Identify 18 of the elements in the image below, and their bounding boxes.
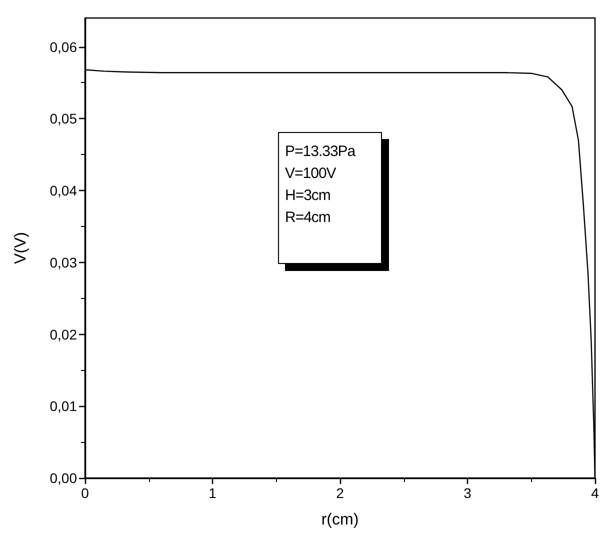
y-tick-label: 0,05 — [50, 110, 78, 127]
y-tick-label: 0,04 — [50, 182, 78, 198]
x-axis-title: r(cm) — [321, 512, 359, 528]
y-tick-label: 0,02 — [50, 326, 78, 342]
x-tick-label: 1 — [208, 485, 217, 501]
annotation: R=4cm — [285, 208, 332, 228]
y-axis-title: V(V) — [12, 232, 30, 264]
x-tick-label: 4 — [591, 485, 600, 501]
y-tick-label: 0,06 — [50, 38, 78, 55]
annotation: H=3cm — [285, 186, 332, 206]
y-tick-label: 0,01 — [50, 398, 78, 414]
y-tick-label: 0,00 — [50, 470, 78, 486]
annotation: P=13.33Pa — [285, 142, 357, 162]
x-tick-label: 2 — [336, 485, 344, 501]
annotation: V=100V — [285, 164, 338, 184]
x-tick-label: 3 — [464, 485, 472, 501]
x-tick-label: 0 — [81, 485, 90, 501]
y-tick-label: 0,03 — [50, 254, 78, 270]
